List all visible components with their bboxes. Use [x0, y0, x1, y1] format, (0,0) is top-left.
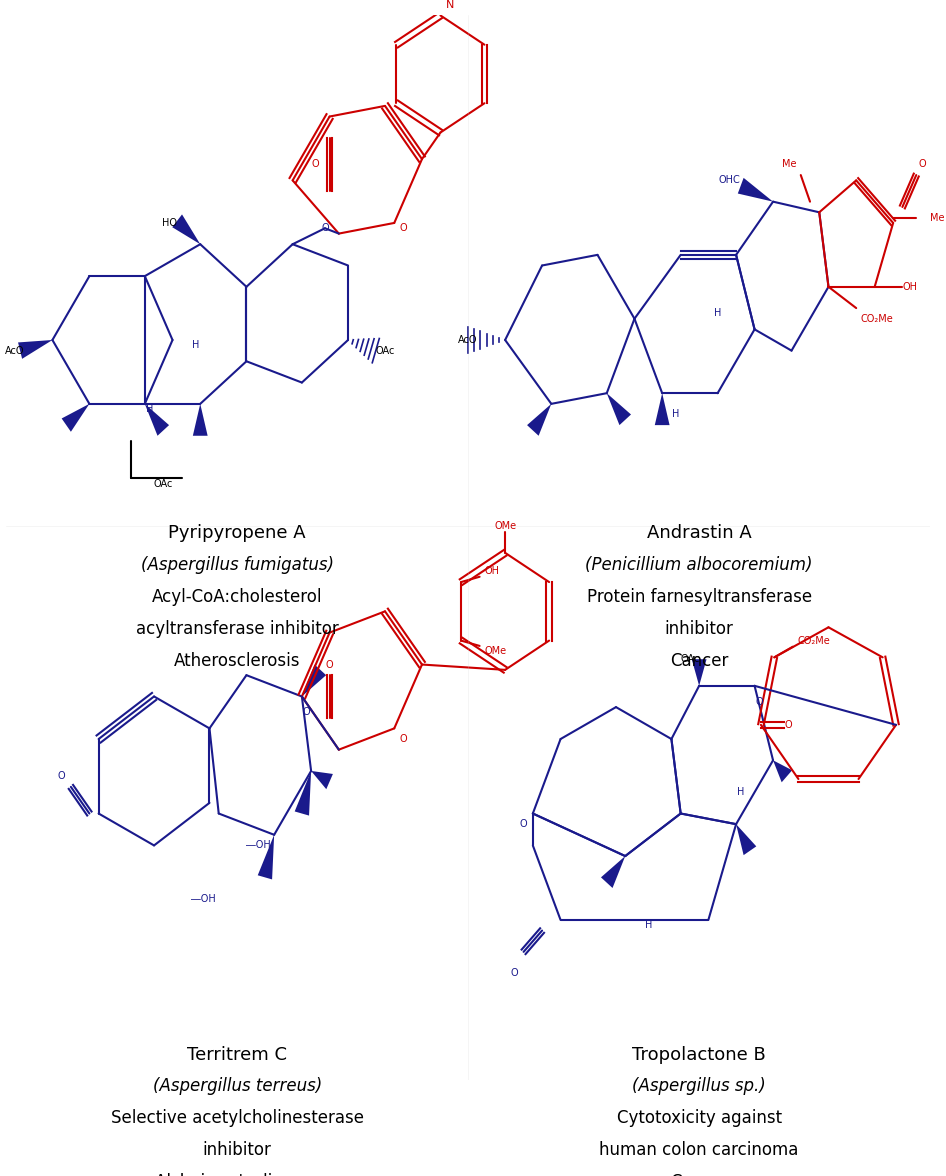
Text: Cancer: Cancer [670, 652, 728, 670]
Polygon shape [601, 856, 625, 888]
Text: Tropolactone B: Tropolactone B [632, 1045, 766, 1063]
Text: H: H [737, 787, 745, 797]
Text: Cytotoxicity against: Cytotoxicity against [617, 1109, 781, 1128]
Text: Andrastin A: Andrastin A [647, 524, 751, 542]
Text: AcO: AcO [458, 335, 478, 345]
Text: human colon carcinoma: human colon carcinoma [600, 1142, 798, 1160]
Text: H: H [644, 921, 652, 930]
Text: Protein farnesyltransferase: Protein farnesyltransferase [587, 588, 812, 606]
Text: O: O [312, 160, 320, 169]
Text: H: H [146, 405, 153, 414]
Text: Me: Me [930, 213, 945, 222]
Text: H: H [714, 308, 721, 319]
Text: (Aspergillus sp.): (Aspergillus sp.) [632, 1077, 766, 1096]
Text: O: O [399, 734, 408, 744]
Text: CO₂Me: CO₂Me [861, 314, 894, 323]
Text: Selective acetylcholinesterase: Selective acetylcholinesterase [111, 1109, 363, 1128]
Text: OAc: OAc [680, 654, 700, 664]
Text: O: O [511, 968, 518, 978]
Text: CO₂Me: CO₂Me [797, 636, 831, 647]
Text: OMe: OMe [494, 521, 517, 532]
Text: ―OH: ―OH [191, 894, 216, 903]
Polygon shape [61, 403, 89, 432]
Text: inhibitor: inhibitor [202, 1142, 272, 1160]
Text: AcO: AcO [6, 346, 25, 355]
Text: OH: OH [902, 282, 918, 292]
Polygon shape [257, 835, 274, 880]
Text: Alzheimer's disease: Alzheimer's disease [154, 1174, 320, 1176]
Text: (Aspergillus fumigatus): (Aspergillus fumigatus) [141, 556, 334, 574]
Polygon shape [145, 403, 169, 436]
Text: acyltransferase inhibitor: acyltransferase inhibitor [136, 620, 339, 637]
Text: Me: Me [781, 160, 797, 169]
Text: Territrem C: Territrem C [187, 1045, 288, 1063]
Text: (Aspergillus terreus): (Aspergillus terreus) [152, 1077, 322, 1096]
Polygon shape [172, 214, 201, 245]
Text: HO: HO [162, 218, 177, 228]
Polygon shape [606, 393, 631, 425]
Polygon shape [655, 393, 670, 425]
Text: OAc: OAc [153, 479, 173, 489]
Polygon shape [18, 340, 52, 359]
Text: O: O [399, 223, 408, 233]
Polygon shape [773, 761, 792, 782]
Text: O: O [519, 820, 528, 829]
Text: OHC: OHC [719, 175, 741, 186]
Text: H: H [673, 409, 680, 420]
Polygon shape [692, 660, 707, 686]
Text: N: N [446, 0, 454, 9]
Text: Pyripyropene A: Pyripyropene A [168, 524, 306, 542]
Polygon shape [527, 403, 552, 436]
Text: OH: OH [484, 567, 499, 576]
Text: H: H [192, 340, 200, 350]
Text: Cancer: Cancer [670, 1174, 728, 1176]
Text: O: O [325, 660, 333, 669]
Text: O: O [784, 720, 792, 730]
Polygon shape [302, 664, 326, 696]
Text: (Penicillium albocoremium): (Penicillium albocoremium) [586, 556, 813, 574]
Text: Acyl-CoA:cholesterol: Acyl-CoA:cholesterol [152, 588, 323, 606]
Polygon shape [311, 771, 333, 789]
Polygon shape [193, 403, 207, 436]
Polygon shape [736, 824, 756, 855]
Polygon shape [738, 178, 773, 201]
Text: O: O [919, 160, 926, 169]
Text: O: O [58, 771, 65, 781]
Text: inhibitor: inhibitor [665, 620, 733, 637]
Text: OAc: OAc [376, 346, 395, 355]
Text: O: O [755, 697, 763, 707]
Text: O: O [303, 708, 310, 717]
Text: ―OH: ―OH [247, 841, 272, 850]
Polygon shape [295, 771, 311, 816]
Text: Atherosclerosis: Atherosclerosis [174, 652, 301, 670]
Text: OMe: OMe [484, 647, 506, 656]
Text: O: O [321, 223, 329, 233]
